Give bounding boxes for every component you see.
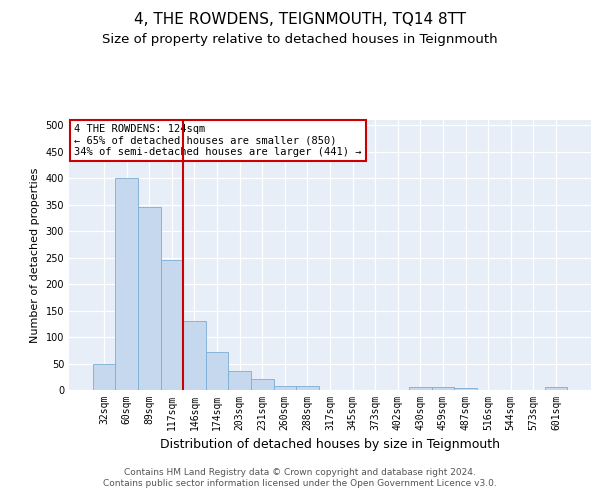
Text: Contains HM Land Registry data © Crown copyright and database right 2024.
Contai: Contains HM Land Registry data © Crown c… <box>103 468 497 487</box>
Bar <box>115 178 138 390</box>
Text: 4 THE ROWDENS: 124sqm
← 65% of detached houses are smaller (850)
34% of semi-det: 4 THE ROWDENS: 124sqm ← 65% of detached … <box>74 124 362 157</box>
Bar <box>206 352 229 390</box>
Y-axis label: Number of detached properties: Number of detached properties <box>30 168 40 342</box>
Bar <box>431 388 454 390</box>
Text: Size of property relative to detached houses in Teignmouth: Size of property relative to detached ho… <box>102 32 498 46</box>
Bar <box>183 321 206 390</box>
Bar <box>161 260 183 390</box>
Bar <box>138 208 161 390</box>
Bar <box>454 388 477 390</box>
Bar <box>409 387 431 390</box>
X-axis label: Distribution of detached houses by size in Teignmouth: Distribution of detached houses by size … <box>160 438 500 452</box>
Text: 4, THE ROWDENS, TEIGNMOUTH, TQ14 8TT: 4, THE ROWDENS, TEIGNMOUTH, TQ14 8TT <box>134 12 466 28</box>
Bar <box>229 372 251 390</box>
Bar <box>296 386 319 390</box>
Bar <box>93 364 115 390</box>
Bar <box>545 388 567 390</box>
Bar <box>274 386 296 390</box>
Bar <box>251 380 274 390</box>
